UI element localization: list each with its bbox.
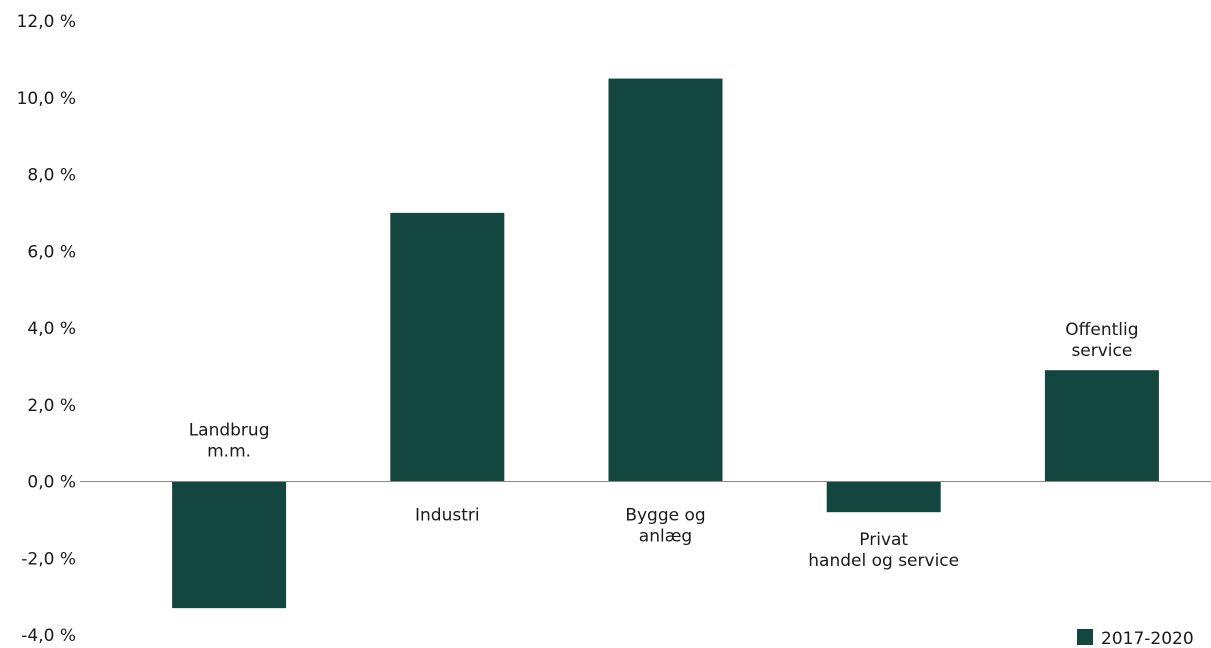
y-tick-label: 12,0 % [17,12,76,32]
bar [1044,370,1159,482]
category-label: Privat handel og service [808,530,959,571]
category-label: Bygge og anlæg [625,506,705,547]
y-tick-label: -2,0 % [21,549,76,569]
bar [172,481,287,609]
category-label-line: Bygge og [625,506,705,526]
bars [172,78,1159,609]
category-label-line: Industri [415,506,480,526]
legend: 2017-2020 [1077,629,1194,648]
y-axis-ticks: 12,0 % 10,0 % 8,0 % 6,0 % 4,0 % 2,0 % 0,0 % -2,… [17,12,76,646]
y-tick-label: 2,0 % [27,396,76,416]
bar [390,212,505,482]
category-label: Offentlig service [1065,320,1138,361]
category-label-line: anlæg [639,527,692,547]
category-label-line: Offentlig [1065,320,1138,340]
bar [608,78,723,482]
y-tick-label: 4,0 % [27,319,76,339]
category-label: Industri [415,506,480,526]
y-tick-label: 6,0 % [27,242,76,262]
category-label-line: service [1071,341,1132,361]
bar [826,481,941,513]
y-tick-label: 0,0 % [27,473,76,493]
category-labels: Landbrug m.m. Industri Bygge og anlæg Privat h… [189,320,1139,571]
category-label-line: handel og service [808,551,959,571]
category-label-line: Landbrug [189,421,270,441]
y-tick-label: -4,0 % [21,626,76,646]
y-tick-label: 10,0 % [17,89,76,109]
category-label-line: m.m. [207,442,251,462]
y-tick-label: 8,0 % [27,166,76,186]
category-label: Landbrug m.m. [189,421,270,462]
legend-swatch [1077,629,1093,645]
category-label-line: Privat [859,530,908,550]
legend-label: 2017-2020 [1101,629,1194,648]
